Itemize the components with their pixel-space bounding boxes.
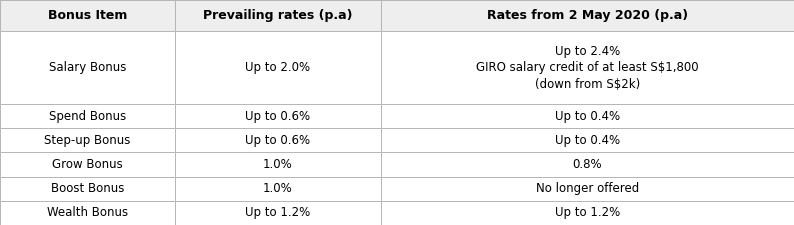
Bar xyxy=(175,104,381,128)
Bar xyxy=(0,0,175,32)
Bar xyxy=(0,104,175,128)
Bar xyxy=(175,177,381,201)
Bar xyxy=(381,128,794,152)
Bar xyxy=(175,128,381,152)
Bar xyxy=(175,0,381,32)
Bar xyxy=(0,128,175,152)
Text: 0.8%: 0.8% xyxy=(572,158,603,171)
Bar xyxy=(0,201,175,225)
Text: 1.0%: 1.0% xyxy=(263,182,293,195)
Bar xyxy=(381,0,794,32)
Text: No longer offered: No longer offered xyxy=(536,182,639,195)
Bar xyxy=(175,201,381,225)
Bar xyxy=(175,0,381,32)
Bar xyxy=(381,32,794,104)
Text: Wealth Bonus: Wealth Bonus xyxy=(47,206,128,219)
Text: Up to 1.2%: Up to 1.2% xyxy=(245,206,310,219)
Text: Up to 1.2%: Up to 1.2% xyxy=(555,206,620,219)
Text: Up to 0.6%: Up to 0.6% xyxy=(245,110,310,123)
Text: Rates from 2 May 2020 (p.a): Rates from 2 May 2020 (p.a) xyxy=(487,9,688,22)
Bar xyxy=(175,32,381,104)
Bar xyxy=(0,128,175,152)
Bar xyxy=(0,0,175,32)
Bar xyxy=(175,177,381,201)
Bar xyxy=(381,32,794,104)
Text: Up to 2.0%: Up to 2.0% xyxy=(245,61,310,74)
Text: Bonus Item: Bonus Item xyxy=(48,9,127,22)
Text: Up to 0.6%: Up to 0.6% xyxy=(245,134,310,147)
Bar xyxy=(381,152,794,177)
Bar xyxy=(0,177,175,201)
Text: Up to 0.4%: Up to 0.4% xyxy=(555,110,620,123)
Text: Step-up Bonus: Step-up Bonus xyxy=(44,134,130,147)
Bar xyxy=(175,201,381,225)
Text: 1.0%: 1.0% xyxy=(263,158,293,171)
Text: Salary Bonus: Salary Bonus xyxy=(48,61,126,74)
Bar xyxy=(175,104,381,128)
Bar xyxy=(0,177,175,201)
Bar xyxy=(0,32,175,104)
Bar xyxy=(0,152,175,177)
Bar xyxy=(381,128,794,152)
Bar xyxy=(381,104,794,128)
Bar xyxy=(175,128,381,152)
Bar xyxy=(0,201,175,225)
Bar xyxy=(381,104,794,128)
Text: Grow Bonus: Grow Bonus xyxy=(52,158,123,171)
Bar xyxy=(381,201,794,225)
Bar xyxy=(381,152,794,177)
Bar xyxy=(381,177,794,201)
Bar xyxy=(0,32,175,104)
Text: Spend Bonus: Spend Bonus xyxy=(48,110,126,123)
Bar xyxy=(175,152,381,177)
Bar xyxy=(381,201,794,225)
Text: Boost Bonus: Boost Bonus xyxy=(51,182,124,195)
Bar xyxy=(0,152,175,177)
Bar xyxy=(0,104,175,128)
Bar xyxy=(381,177,794,201)
Bar xyxy=(175,32,381,104)
Text: Prevailing rates (p.a): Prevailing rates (p.a) xyxy=(203,9,353,22)
Bar xyxy=(175,152,381,177)
Text: Up to 2.4%
GIRO salary credit of at least S$1,800
(down from S$2k): Up to 2.4% GIRO salary credit of at leas… xyxy=(476,45,699,91)
Text: Up to 0.4%: Up to 0.4% xyxy=(555,134,620,147)
Bar xyxy=(381,0,794,32)
